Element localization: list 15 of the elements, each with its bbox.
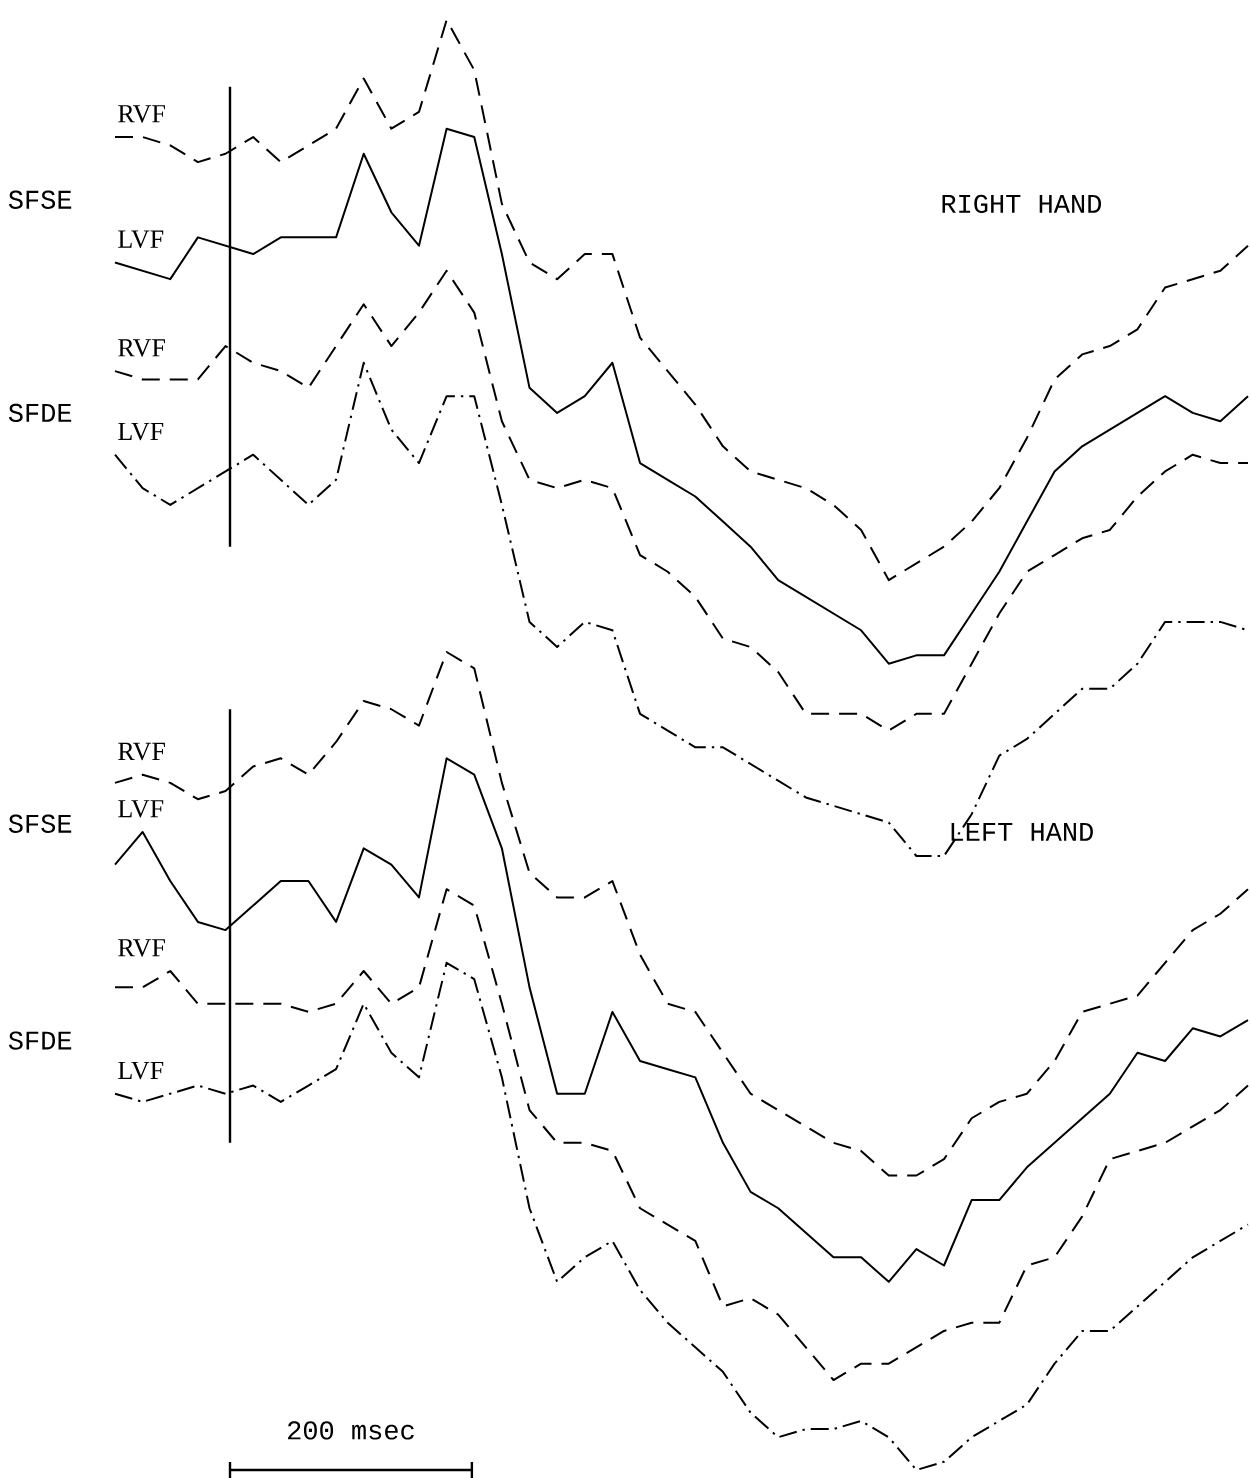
- text: SFDE: [8, 1031, 72, 1050]
- series-label: LVF: [118, 230, 164, 249]
- text: SFSE: [8, 190, 72, 209]
- annotation: LEFT HAND: [951, 823, 1093, 841]
- series-label: RVF: [118, 939, 165, 957]
- series-label: RVF: [118, 339, 165, 357]
- text: SFSE: [8, 814, 72, 833]
- series-label: LVF: [118, 1061, 164, 1080]
- annotation: RIGHT HAND: [942, 194, 1102, 214]
- text: SFDE: [8, 403, 72, 423]
- series-label: LVF: [118, 422, 164, 441]
- annotation: 200 msec: [288, 1421, 414, 1440]
- series-label: RVF: [118, 742, 165, 761]
- series-label: RVF: [118, 105, 165, 123]
- series-label: LVF: [118, 800, 164, 818]
